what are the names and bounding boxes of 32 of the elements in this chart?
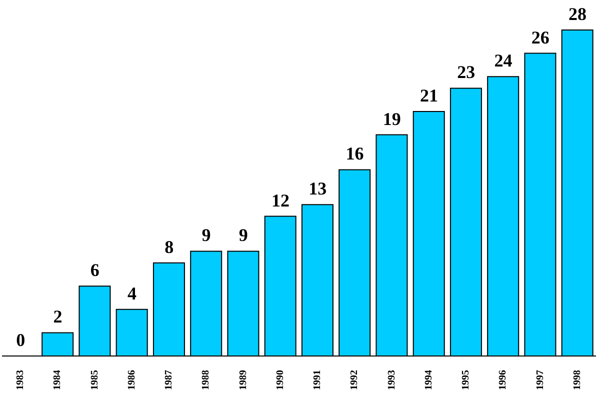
x-tick-label: 1996 — [498, 370, 509, 390]
x-tick-label: 1994 — [423, 370, 434, 390]
data-label: 9 — [202, 225, 211, 246]
data-label: 2 — [53, 306, 62, 327]
data-label: 4 — [127, 283, 136, 304]
data-label: 0 — [16, 330, 26, 350]
data-label: 21 — [420, 86, 438, 106]
data-label: 19 — [382, 108, 401, 129]
data-label: 26 — [531, 27, 550, 48]
x-tick-label: 1990 — [274, 370, 286, 390]
data-label: 9 — [238, 225, 248, 246]
data-label: 24 — [494, 50, 512, 71]
x-tick-label: 1993 — [386, 370, 398, 390]
x-tick-label: 1989 — [238, 370, 249, 390]
x-tick-label: 1984 — [52, 370, 64, 390]
data-label: 12 — [271, 190, 290, 210]
x-tick-label: 1985 — [89, 370, 100, 390]
data-label: 16 — [346, 144, 364, 164]
data-label: 13 — [308, 178, 327, 199]
x-tick-label: 1987 — [164, 370, 175, 390]
x-tick-label: 1997 — [534, 370, 546, 390]
data-label: 23 — [457, 62, 476, 82]
data-label: 8 — [164, 236, 174, 257]
data-label: 6 — [90, 260, 100, 280]
x-tick-label: 1995 — [460, 370, 472, 390]
x-tick-label: 1991 — [312, 370, 324, 390]
x-tick-label: 1986 — [126, 370, 138, 390]
x-tick-label: 1988 — [200, 370, 212, 390]
data-label: 28 — [568, 4, 586, 24]
x-tick-label: 1998 — [572, 370, 583, 390]
x-tick-label: 1992 — [349, 370, 360, 390]
x-tick-label: 1983 — [15, 370, 26, 390]
